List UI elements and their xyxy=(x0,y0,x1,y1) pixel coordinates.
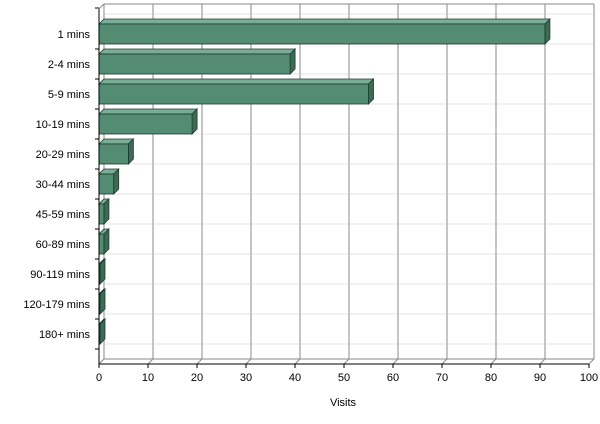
left-wall-edge xyxy=(98,3,105,10)
bar-front-face xyxy=(98,83,369,105)
bar xyxy=(98,288,106,315)
x-tick-label: 0 xyxy=(96,372,102,384)
bar-side-face xyxy=(103,228,110,255)
bar-side-face xyxy=(99,318,106,345)
bars xyxy=(98,18,551,345)
bar-front-face xyxy=(98,113,193,135)
category-label: 60-89 mins xyxy=(36,239,91,251)
gridline-floor xyxy=(490,358,497,365)
category-label: 2-4 mins xyxy=(48,59,91,71)
category-label: 30-44 mins xyxy=(36,179,91,191)
gridline-floor xyxy=(245,358,252,365)
category-label: 45-59 mins xyxy=(36,209,91,221)
category-label: 1 mins xyxy=(58,29,91,41)
x-tick-label: 50 xyxy=(338,372,350,384)
gridline-floor xyxy=(588,358,595,365)
bar xyxy=(98,258,106,285)
bar-side-face xyxy=(127,138,134,165)
category-label: 5-9 mins xyxy=(48,89,91,101)
bar-front-face xyxy=(98,173,115,195)
bar xyxy=(98,78,375,105)
gridline-floor xyxy=(392,358,399,365)
category-label: 90-119 mins xyxy=(30,269,90,281)
gridline-floor xyxy=(147,358,154,365)
bar xyxy=(98,48,297,75)
gridline-floor xyxy=(343,358,350,365)
bar xyxy=(98,198,110,225)
bar-top-face xyxy=(98,48,297,55)
x-tick-label: 80 xyxy=(485,372,497,384)
category-label: 20-29 mins xyxy=(36,149,91,161)
x-tick-label: 10 xyxy=(142,372,154,384)
bar-top-face xyxy=(98,78,375,85)
x-tick-label: 30 xyxy=(240,372,252,384)
gridline-floor xyxy=(98,358,105,365)
bar-side-face xyxy=(99,288,106,315)
gridline-floor xyxy=(196,358,203,365)
bar-front-face xyxy=(98,143,129,165)
x-tick-label: 70 xyxy=(436,372,448,384)
category-label: 10-19 mins xyxy=(36,119,91,131)
x-axis-title: Visits xyxy=(330,397,357,409)
bar-front-face xyxy=(98,53,291,75)
x-tick-label: 100 xyxy=(580,372,598,384)
bar xyxy=(98,318,106,345)
bar-side-face xyxy=(289,48,296,75)
gridline-floor xyxy=(441,358,448,365)
bar-side-face xyxy=(99,258,106,285)
bar xyxy=(98,18,551,45)
bar-top-face xyxy=(98,18,551,25)
bar-front-face xyxy=(98,203,105,225)
category-label: 120-179 mins xyxy=(23,299,90,311)
bar-side-face xyxy=(544,18,551,45)
category-label: 180+ mins xyxy=(39,329,91,341)
bar-front-face xyxy=(98,233,105,255)
bar-side-face xyxy=(103,198,110,225)
bar-front-face xyxy=(98,23,546,45)
bar xyxy=(98,108,199,135)
bar xyxy=(98,228,110,255)
x-tick-label: 20 xyxy=(191,372,203,384)
x-tick-label: 90 xyxy=(534,372,546,384)
gridline-floor xyxy=(294,358,301,365)
bar-side-face xyxy=(368,78,374,105)
bar-top-face xyxy=(98,108,199,115)
axes: 1 mins 2-4 mins 5-9 mins 10-19 mins 20-29 mi… xyxy=(23,7,598,384)
bar-side-face xyxy=(113,168,120,195)
bar-top-face xyxy=(98,138,135,145)
gridline-floor xyxy=(539,358,546,365)
bar xyxy=(98,168,120,195)
bar-side-face xyxy=(191,108,198,135)
x-tick-label: 60 xyxy=(387,372,399,384)
bar xyxy=(98,138,135,165)
x-tick-label: 40 xyxy=(289,372,301,384)
